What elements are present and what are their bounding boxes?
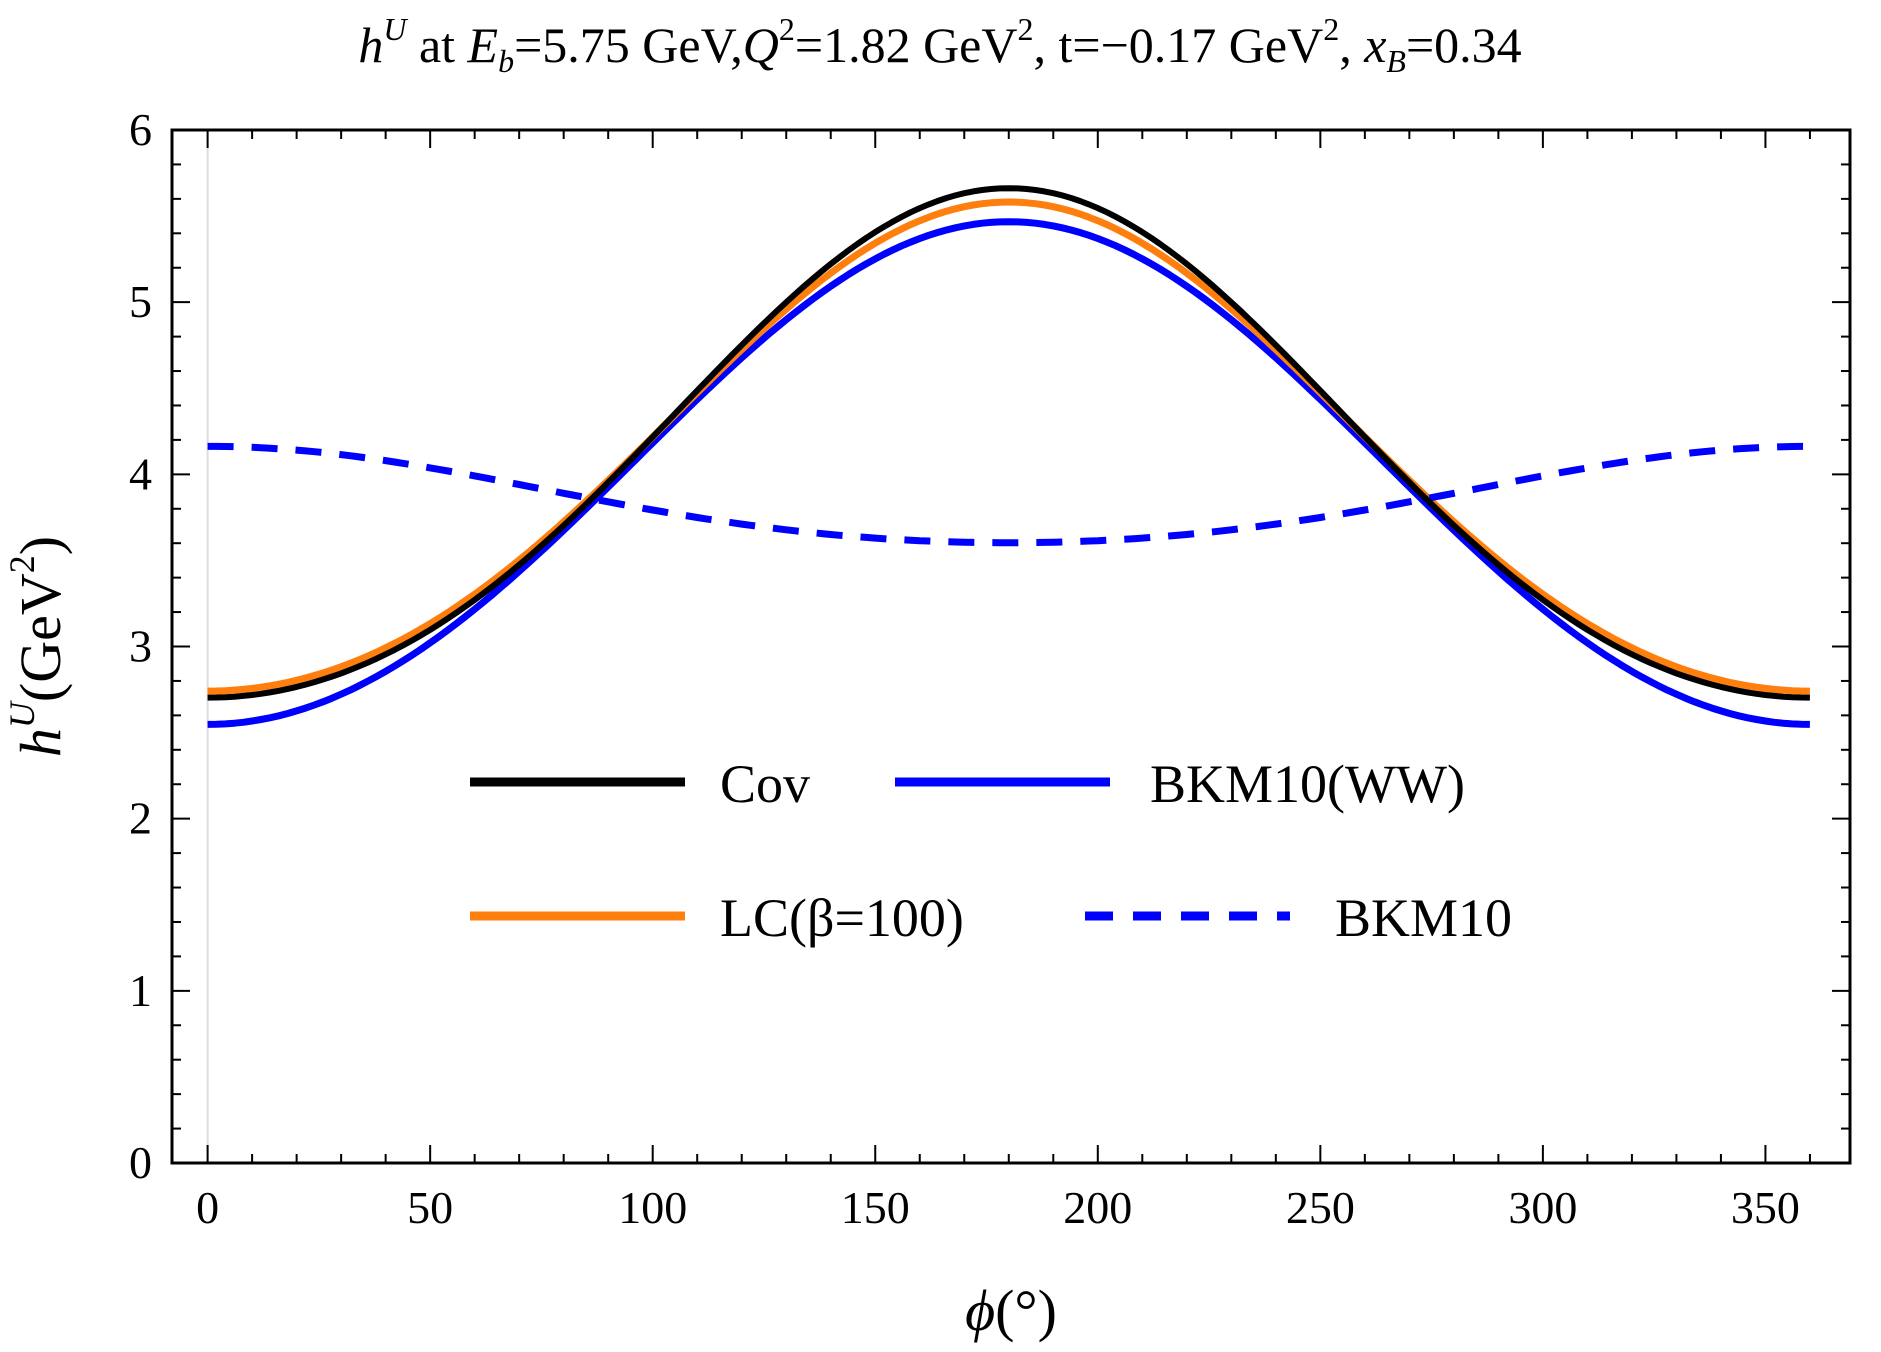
x-tick-label: 150 [841, 1182, 910, 1233]
series-line-bkm10-ww [207, 218, 1810, 728]
y-tick-label: 5 [129, 276, 152, 327]
series-lines [207, 185, 1810, 728]
y-tick-label: 2 [129, 793, 152, 844]
y-tick-label: 1 [129, 965, 152, 1016]
legend-label: Cov [720, 754, 810, 814]
y-tick-label: 4 [129, 448, 152, 499]
y-axis-label: hU(GeV2) [2, 536, 73, 757]
y-tick-label: 6 [129, 104, 152, 155]
x-tick-label: 250 [1286, 1182, 1355, 1233]
tick-labels: 0 50 100 150 200 250 300 350 0 1 2 3 4 5 6 [129, 104, 1800, 1233]
x-tick-label: 0 [196, 1182, 219, 1233]
x-tick-label: 300 [1508, 1182, 1577, 1233]
series-line-lc-100 [207, 198, 1810, 695]
legend-label: LC(β=100) [720, 888, 964, 948]
legend-label: BKM10(WW) [1150, 754, 1465, 814]
y-tick-label: 3 [129, 621, 152, 672]
x-tick-label: 50 [407, 1182, 453, 1233]
plot-frame [170, 128, 1852, 1165]
legend: Cov BKM10(WW) LC(β=100) BKM10 [470, 754, 1512, 948]
x-axis-label: ϕ(°) [965, 1278, 1057, 1343]
y-tick-label: 0 [129, 1137, 152, 1188]
series-line-cov [207, 185, 1810, 701]
series-line-bkm10 [207, 442, 1810, 547]
x-tick-label: 350 [1731, 1182, 1800, 1233]
legend-label: BKM10 [1335, 888, 1512, 948]
chart-title: hU at Eb=5.75 GeV,Q2=1.82 GeV2, t=−0.17 … [358, 11, 1521, 79]
x-tick-label: 200 [1063, 1182, 1132, 1233]
x-tick-label: 100 [618, 1182, 687, 1233]
